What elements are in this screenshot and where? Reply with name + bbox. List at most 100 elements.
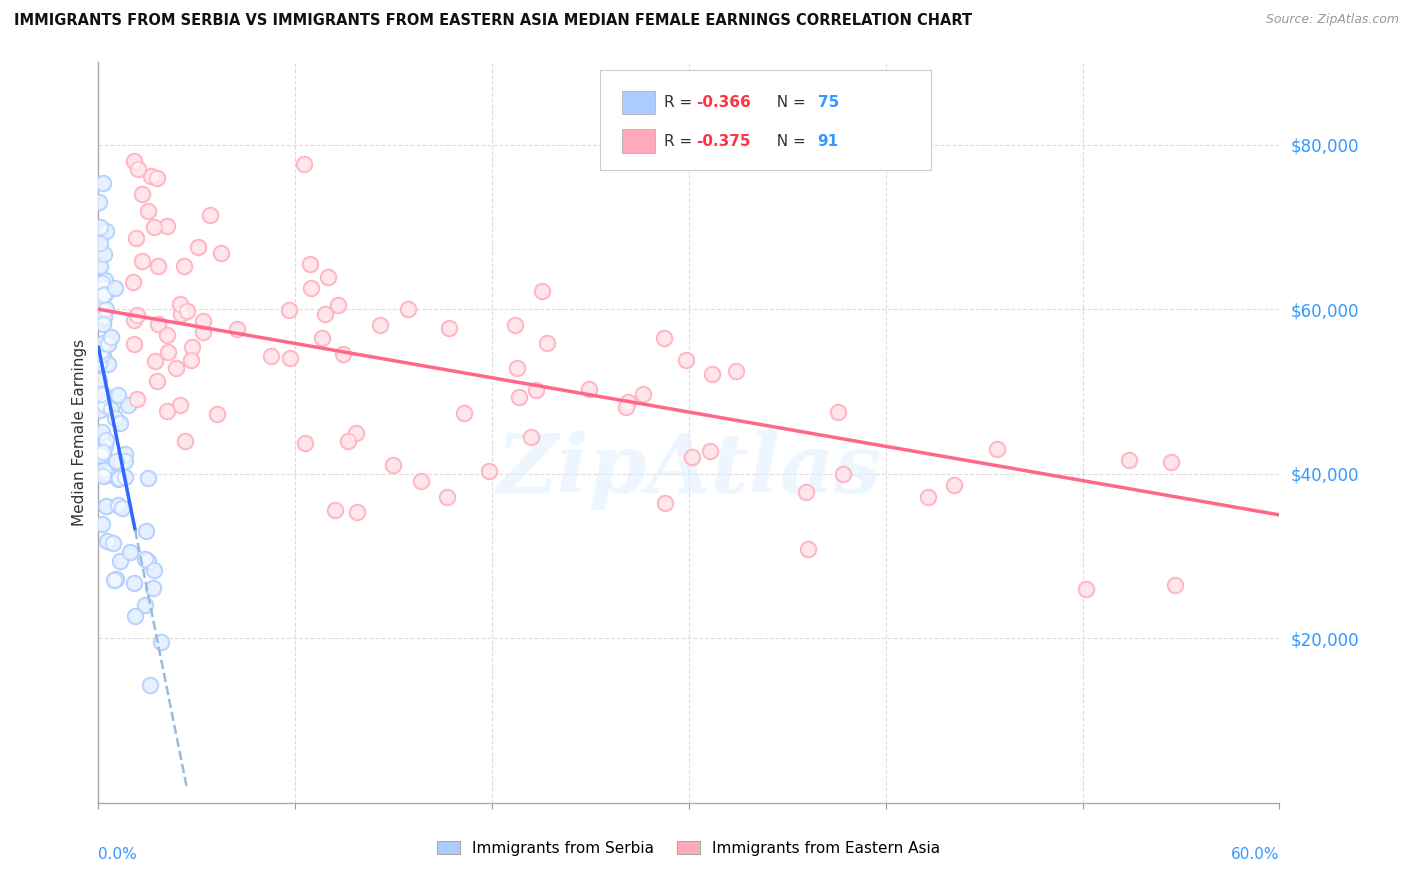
Point (226, 322, 249, 336)
Point (91, 425, 114, 439)
Point (616, 401, 638, 415)
Point (702, 368, 724, 382)
Point (477, 464, 499, 478)
Point (89, 373, 111, 387)
Point (139, 678, 162, 692)
Point (986, 442, 1008, 457)
Point (146, 170, 169, 185)
Point (169, 398, 191, 412)
Point (169, 307, 191, 321)
Point (114, 447, 136, 461)
Point (125, 392, 148, 406)
Point (94, 434, 117, 448)
Point (943, 478, 966, 492)
Point (91, 336, 114, 351)
Point (90, 351, 112, 366)
Point (409, 475, 432, 489)
Point (134, 552, 156, 566)
Point (832, 467, 855, 481)
Point (131, 254, 153, 268)
Point (832, 467, 855, 481)
Point (536, 336, 558, 351)
FancyBboxPatch shape (621, 91, 655, 114)
Point (344, 426, 367, 441)
Point (142, 581, 165, 595)
Point (93, 310, 115, 324)
Point (156, 328, 179, 343)
Text: N =: N = (766, 134, 810, 149)
Text: R =: R = (664, 95, 697, 111)
Point (156, 403, 179, 417)
Point (292, 157, 315, 171)
Point (191, 326, 214, 340)
Point (146, 259, 169, 273)
Point (87, 356, 110, 370)
Point (524, 384, 547, 398)
Point (111, 500, 134, 515)
Point (396, 301, 419, 316)
Point (122, 154, 145, 169)
Point (94, 225, 117, 239)
Point (536, 336, 558, 351)
Point (437, 321, 460, 335)
Point (90, 351, 112, 366)
Point (94, 273, 117, 287)
Point (97, 337, 120, 351)
Point (173, 434, 195, 448)
Point (524, 384, 547, 398)
Point (654, 496, 676, 510)
Point (94, 273, 117, 287)
Point (122, 312, 145, 326)
Point (1164, 578, 1187, 592)
Point (794, 484, 817, 499)
Point (794, 484, 817, 499)
Point (91, 288, 114, 302)
Point (169, 398, 191, 412)
Point (103, 573, 125, 587)
Point (294, 436, 316, 450)
Point (146, 259, 169, 273)
Point (90, 387, 112, 401)
Text: -0.375: -0.375 (696, 134, 751, 149)
Point (346, 504, 368, 518)
Point (675, 353, 697, 368)
Point (176, 304, 198, 318)
Point (94, 302, 117, 317)
Point (91, 444, 114, 458)
Point (89, 236, 111, 251)
Point (260, 349, 283, 363)
Point (917, 490, 939, 504)
Point (111, 500, 134, 515)
Point (503, 318, 526, 332)
Point (616, 395, 638, 409)
Point (91, 445, 114, 459)
Point (301, 281, 323, 295)
Point (90, 517, 112, 532)
Point (616, 401, 638, 415)
Point (91, 276, 114, 290)
Point (93, 398, 115, 412)
Point (91, 350, 114, 364)
Point (104, 281, 127, 295)
Point (654, 331, 676, 345)
Point (616, 395, 638, 409)
Point (93, 246, 115, 260)
Point (530, 284, 553, 298)
Point (114, 447, 136, 461)
Point (173, 434, 195, 448)
Point (142, 563, 165, 577)
Point (180, 340, 202, 354)
Point (381, 458, 404, 472)
FancyBboxPatch shape (621, 129, 655, 153)
Point (187, 240, 209, 254)
Point (93, 388, 115, 402)
Point (105, 454, 128, 468)
Point (156, 403, 179, 417)
Point (105, 572, 128, 586)
Point (136, 554, 159, 568)
Point (136, 203, 159, 218)
Point (633, 386, 655, 401)
Point (122, 576, 145, 591)
Point (90, 347, 112, 361)
Point (156, 219, 179, 233)
